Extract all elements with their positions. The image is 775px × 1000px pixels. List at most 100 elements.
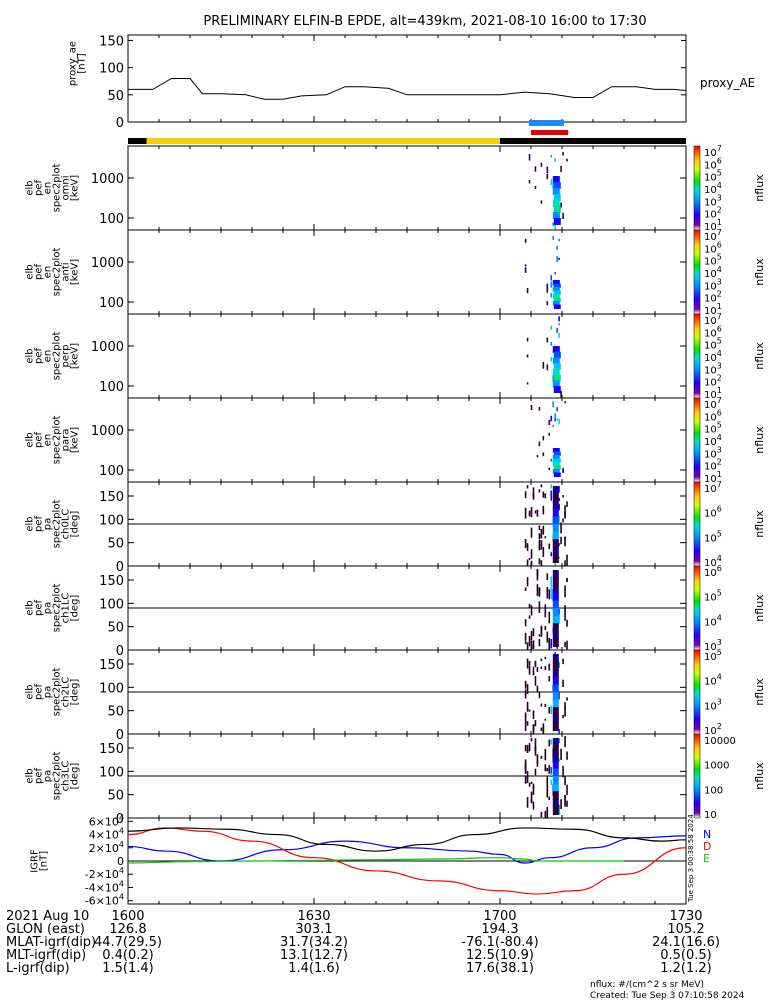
colorbar xyxy=(693,565,701,651)
spectrogram-core xyxy=(552,707,559,716)
spectrogram-pixel xyxy=(554,413,556,420)
spectrogram-core xyxy=(552,516,559,525)
colorbar-label: nflux xyxy=(753,678,766,706)
spectrogram-pixel xyxy=(544,656,547,660)
spectrogram-pixel xyxy=(558,613,560,624)
spectrogram-pixel xyxy=(534,768,537,776)
spectrogram-pixel xyxy=(538,406,541,411)
ae-line xyxy=(128,78,687,100)
colorbar-tick-label: 106 xyxy=(704,240,722,255)
spectrogram-core xyxy=(552,760,559,770)
spectrogram-core xyxy=(552,638,559,647)
spectrogram-pixel xyxy=(540,666,543,670)
igrf-series-total xyxy=(127,827,687,852)
y-tick-label: 150 xyxy=(99,658,124,673)
spectrogram-pixel xyxy=(524,587,527,591)
ylabel-line: ch1LC xyxy=(61,593,72,624)
y-tick-label: 100 xyxy=(99,380,124,395)
spectrogram-pixel xyxy=(548,675,551,682)
spectrogram-pixel xyxy=(552,182,555,189)
spectrogram-pixel xyxy=(532,724,535,735)
spectrogram-pixel xyxy=(564,505,566,518)
spectrogram-pixel xyxy=(550,638,553,649)
spectrogram-pixel xyxy=(524,689,527,699)
ylabel-line: en xyxy=(43,434,54,447)
y-tick-label: 100 xyxy=(99,681,124,696)
spectrogram-core xyxy=(552,776,559,785)
igrf-series-D xyxy=(127,827,687,895)
colorbar-tick-label: 106 xyxy=(704,505,722,520)
ae-ylabel: proxy_ae[nT] xyxy=(68,41,88,86)
spectrogram-pixel xyxy=(528,154,531,161)
spectrogram-core xyxy=(552,714,559,724)
y-tick-label: 100 xyxy=(99,62,124,77)
spec-frame xyxy=(127,313,687,399)
spectrogram-pixel xyxy=(564,605,566,613)
spectrogram-pixel xyxy=(524,491,527,499)
spectrogram-pixel xyxy=(564,702,566,709)
ylabel-line: pa xyxy=(43,518,54,530)
spectrogram-core xyxy=(553,194,561,201)
spectrogram-core xyxy=(552,546,559,556)
spectrogram-core xyxy=(552,380,560,388)
spectrogram-pixel xyxy=(550,773,553,777)
ylabel-line: pef xyxy=(34,264,45,281)
spectrogram-core xyxy=(552,462,560,467)
spectrogram-pixel xyxy=(528,660,531,666)
spectrogram-core xyxy=(552,577,559,587)
colorbar-tick-label: 105 xyxy=(704,529,722,544)
y-tick-label: -4×104 xyxy=(85,879,124,894)
spectrogram-core xyxy=(552,539,559,548)
ylabel-line: spec2plot xyxy=(52,416,63,465)
spec-frame xyxy=(127,229,687,315)
spectrogram-pixel xyxy=(562,658,564,665)
spectrogram-pixel xyxy=(550,586,553,597)
spectrogram-core xyxy=(552,585,559,594)
colorbar-label: nflux xyxy=(753,342,766,370)
colorbar xyxy=(693,313,701,399)
spectrogram-pixel xyxy=(526,382,529,385)
spectrogram-pixel xyxy=(528,615,531,619)
spectrogram-core xyxy=(553,304,561,309)
spectrogram-pixel xyxy=(562,495,564,498)
spectrogram-pixel xyxy=(558,497,560,502)
spectrogram-pixel xyxy=(546,631,549,643)
figure-title: PRELIMINARY ELFIN-B EPDE, alt=439km, 202… xyxy=(203,14,646,29)
spectrogram-pixel xyxy=(544,766,547,771)
y-tick-label: 50 xyxy=(107,89,124,104)
spectrogram-pixel xyxy=(546,576,549,579)
ylabel-line: [deg] xyxy=(70,595,81,622)
colorbar-tick-label: 104 xyxy=(704,613,722,628)
ylabel-line: pa xyxy=(43,770,54,782)
spectrogram-pixel xyxy=(554,223,556,231)
spectrogram-pixel xyxy=(552,424,555,428)
ylabel-line: ch2LC xyxy=(61,677,72,708)
igrf-legend-N: N xyxy=(703,828,711,841)
spectrogram-pixel xyxy=(524,619,527,627)
spectrogram-pixel xyxy=(548,419,551,426)
spectrogram-pixel xyxy=(528,510,531,517)
spectrogram-pixel xyxy=(544,666,547,670)
spectrogram-pixel xyxy=(544,703,547,707)
spectrogram-core xyxy=(552,768,559,777)
ylabel-line: anti xyxy=(61,262,72,281)
ephemeris-value: 12.5(10.9) xyxy=(466,948,534,963)
spectrogram-pixel xyxy=(562,679,564,687)
colorbar-tick-label: 107 xyxy=(704,480,722,495)
spectrogram-core xyxy=(552,745,559,755)
panels: 150100500proxy_ae[nT]proxy_AE1000100elbp… xyxy=(25,34,767,924)
spectrogram-pixel xyxy=(526,797,529,808)
spectrogram-pixel xyxy=(536,509,539,517)
y-tick-label: 1000 xyxy=(91,340,124,355)
ylabel-line: spec2plot xyxy=(52,332,63,381)
ylabel-line: [keV] xyxy=(70,175,81,201)
spectrogram-pixel xyxy=(538,441,541,447)
ylabel-line: elb xyxy=(25,516,36,531)
colorbar-tick-label: 102 xyxy=(704,374,722,389)
spectrogram-pixel xyxy=(566,800,568,807)
spectrogram-pixel xyxy=(534,738,537,749)
spectrogram-pixel xyxy=(558,809,560,813)
spectrogram-pixel xyxy=(564,641,566,648)
